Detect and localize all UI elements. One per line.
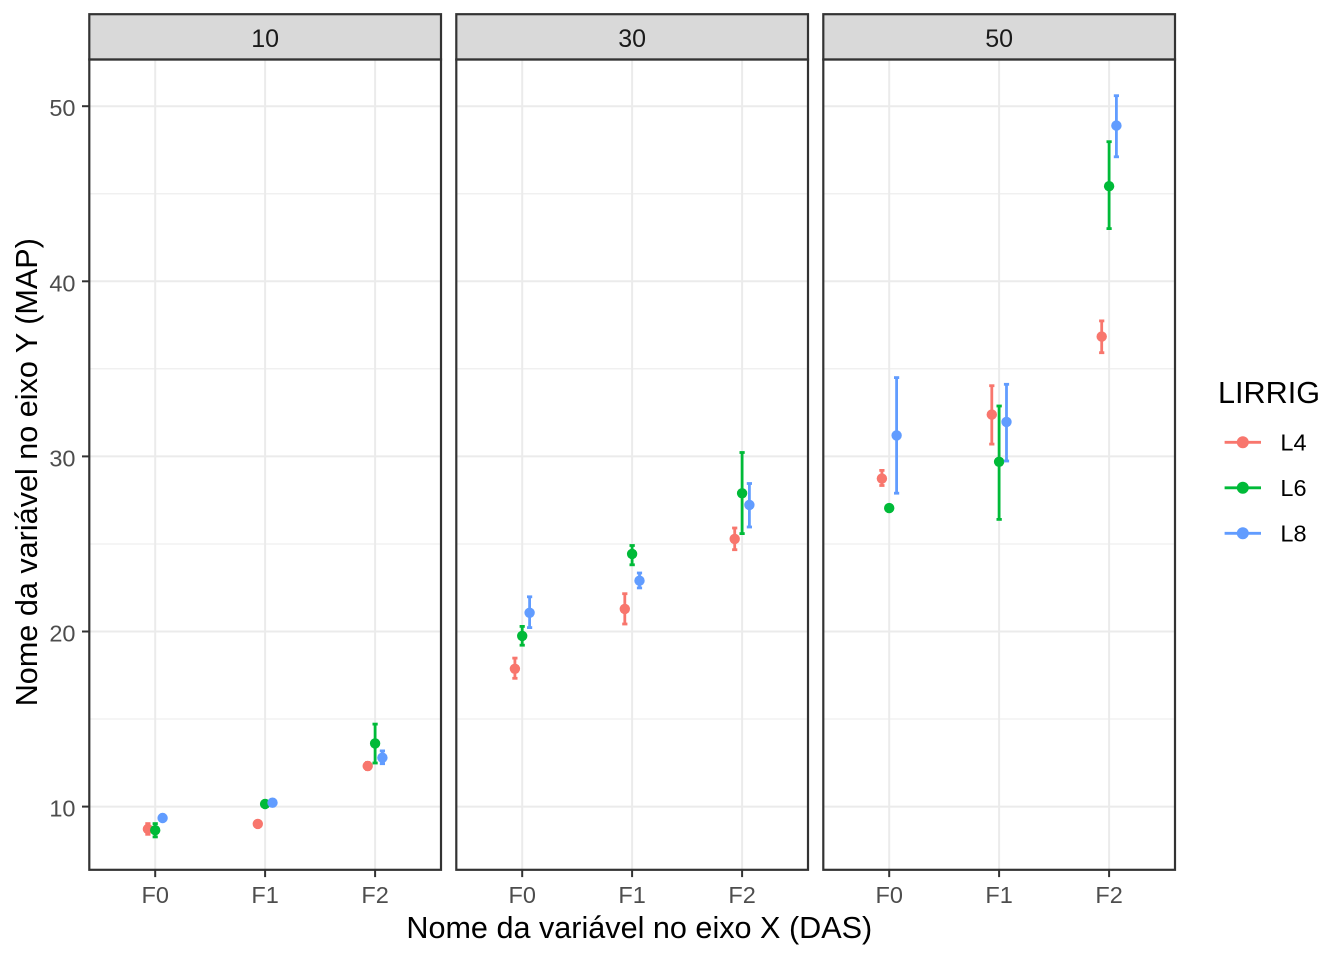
svg-text:10: 10 (49, 796, 75, 822)
svg-text:F1: F1 (985, 882, 1012, 908)
svg-text:F0: F0 (508, 882, 535, 908)
svg-text:Nome da variável no eixo X (DA: Nome da variável no eixo X (DAS) (406, 911, 872, 945)
svg-text:50: 50 (985, 25, 1013, 53)
svg-text:F1: F1 (618, 882, 645, 908)
svg-text:10: 10 (251, 25, 279, 53)
svg-text:LIRRIG: LIRRIG (1218, 376, 1320, 410)
svg-text:F0: F0 (875, 882, 902, 908)
svg-text:30: 30 (618, 25, 646, 53)
svg-text:F2: F2 (1095, 882, 1122, 908)
svg-text:20: 20 (49, 621, 75, 647)
svg-text:40: 40 (49, 270, 75, 296)
svg-text:L6: L6 (1280, 475, 1306, 501)
svg-text:Nome da variável no eixo Y (MA: Nome da variável no eixo Y (MAP) (10, 238, 44, 706)
svg-text:30: 30 (49, 445, 75, 471)
svg-text:F0: F0 (141, 882, 168, 908)
svg-text:F2: F2 (728, 882, 755, 908)
svg-text:50: 50 (49, 95, 75, 121)
svg-text:F2: F2 (361, 882, 388, 908)
svg-text:L4: L4 (1280, 430, 1306, 456)
svg-text:F1: F1 (251, 882, 278, 908)
svg-text:L8: L8 (1280, 521, 1306, 547)
